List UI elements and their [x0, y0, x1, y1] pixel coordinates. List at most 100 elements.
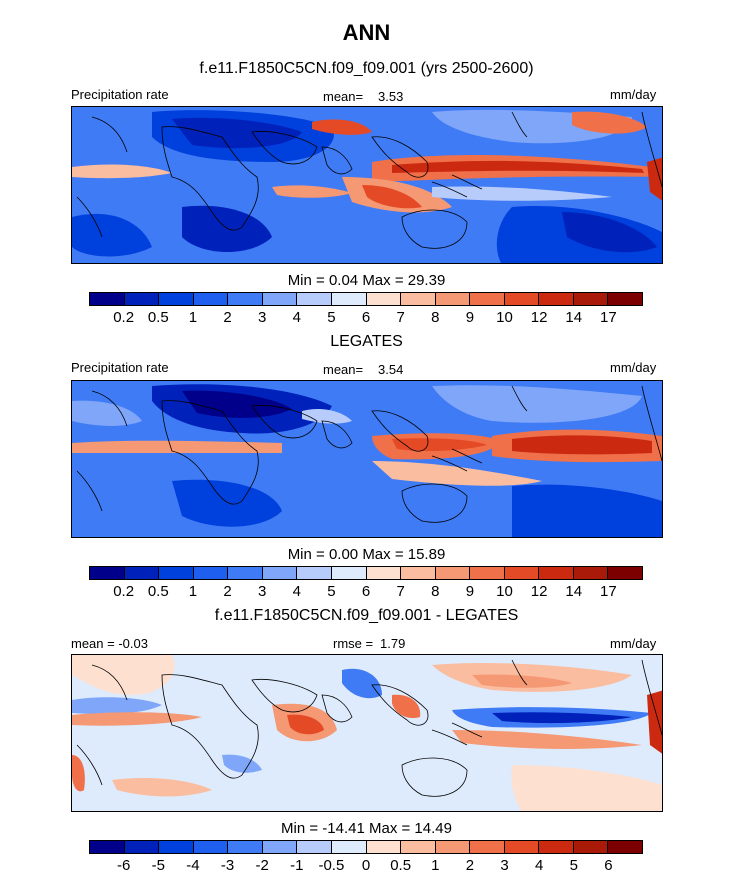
- colorbar-tick-label: 17: [600, 583, 617, 600]
- colorbar-swatch: [159, 841, 194, 853]
- colorbar-diff: [89, 840, 643, 854]
- colorbar-tick-label: 4: [292, 309, 301, 326]
- colorbar-tick-label: 12: [530, 583, 548, 600]
- panel-2-minmax: Min = 0.00 Max = 15.89: [287, 546, 446, 563]
- colorbar-swatch: [504, 567, 540, 579]
- colorbar-tick-label: 8: [431, 309, 440, 326]
- colorbar-tick-label: 12: [530, 309, 548, 326]
- colorbar-tick-label: 5: [327, 583, 336, 600]
- colorbar-swatch: [297, 567, 332, 579]
- colorbar-precip-1: [89, 292, 643, 306]
- colorbar-swatch: [435, 841, 471, 853]
- colorbar-tick-label: 7: [396, 309, 405, 326]
- colorbar-swatch: [435, 567, 471, 579]
- colorbar-swatch: [366, 293, 402, 305]
- figure-title: ANN: [342, 20, 391, 45]
- colorbar-swatch: [90, 293, 125, 305]
- colorbar-swatch: [297, 841, 332, 853]
- colorbar-tick-label: -0.5: [318, 857, 345, 874]
- panel-3-units: mm/day: [610, 636, 657, 651]
- colorbar-swatch: [228, 567, 263, 579]
- panel-1-map: [71, 106, 663, 264]
- colorbar-tick-label: 6: [361, 309, 371, 326]
- panel-2-map: [71, 380, 663, 538]
- colorbar-swatch: [228, 841, 263, 853]
- colorbar-swatch: [159, 293, 194, 305]
- colorbar-swatch: [470, 293, 505, 305]
- colorbar-swatch: [366, 567, 402, 579]
- colorbar-swatch: [297, 293, 332, 305]
- panel-1-minmax: Min = 0.04 Max = 29.39: [287, 272, 446, 289]
- colorbar-tick-label: 10: [496, 309, 513, 326]
- panel-2-units: mm/day: [610, 360, 657, 375]
- colorbar-tick-label: -3: [220, 857, 235, 874]
- panel-1-mean-value: 3.53: [378, 89, 404, 104]
- colorbar-tick-label: 17: [600, 309, 617, 326]
- panel-2-mean-label: mean=: [323, 362, 364, 377]
- colorbar-precip-2: [89, 566, 643, 580]
- colorbar-tick-label: 14: [565, 583, 583, 600]
- colorbar-swatch: [193, 841, 229, 853]
- panel-2-mean-value: 3.54: [378, 362, 404, 377]
- colorbar-swatch: [608, 293, 642, 305]
- colorbar-swatch: [124, 293, 160, 305]
- colorbar-tick-label: -4: [186, 857, 200, 874]
- colorbar-swatch: [401, 567, 436, 579]
- panel-3-rmse-value: 1.79: [380, 636, 406, 651]
- colorbar-tick-label: 0.2: [113, 309, 135, 326]
- colorbar-tick-label: 3: [257, 583, 267, 600]
- colorbar-swatch: [608, 841, 642, 853]
- colorbar-tick-label: 6: [361, 583, 371, 600]
- colorbar-swatch: [401, 841, 436, 853]
- colorbar-swatch: [608, 567, 642, 579]
- colorbar-tick-label: 10: [496, 583, 513, 600]
- colorbar-tick-label: 0.5: [147, 583, 169, 600]
- colorbar-tick-label: 9: [465, 309, 475, 326]
- colorbar-tick-label: 1: [188, 583, 198, 600]
- panel-1-title: f.e11.F1850C5CN.f09_f09.001 (yrs 2500-26…: [199, 60, 534, 77]
- colorbar-tick-label: 2: [223, 309, 232, 326]
- colorbar-swatch: [366, 841, 402, 853]
- colorbar-swatch: [539, 293, 574, 305]
- colorbar-swatch: [470, 567, 505, 579]
- panel-2-variable-label: Precipitation rate: [71, 360, 169, 375]
- panel-3-title: f.e11.F1850C5CN.f09_f09.001 - LEGATES: [214, 607, 519, 624]
- colorbar-tick-label: 0.2: [113, 583, 135, 600]
- colorbar-tick-label: 0: [361, 857, 371, 874]
- panel-2-title: LEGATES: [330, 333, 403, 350]
- colorbar-tick-label: 1: [188, 309, 198, 326]
- colorbar-tick-label: 6: [604, 857, 613, 874]
- colorbar-swatch: [470, 841, 505, 853]
- colorbar-tick-label: 1: [431, 857, 440, 874]
- colorbar-tick-label: 0.5: [147, 309, 169, 326]
- colorbar-swatch: [262, 293, 298, 305]
- colorbar-tick-label: 14: [565, 309, 583, 326]
- colorbar-swatch: [573, 293, 609, 305]
- panel-1-mean-label: mean=: [323, 89, 364, 104]
- colorbar-swatch: [401, 293, 436, 305]
- colorbar-swatch: [124, 567, 160, 579]
- colorbar-swatch: [262, 841, 298, 853]
- colorbar-tick-label: 2: [465, 857, 475, 874]
- colorbar-swatch: [539, 567, 574, 579]
- colorbar-tick-label: -1: [290, 857, 304, 874]
- colorbar-tick-label: 8: [431, 583, 440, 600]
- colorbar-tick-label: -6: [116, 857, 131, 874]
- colorbar-swatch: [90, 567, 125, 579]
- colorbar-tick-label: -5: [151, 857, 165, 874]
- colorbar-swatch: [159, 567, 194, 579]
- colorbar-swatch: [504, 841, 540, 853]
- colorbar-tick-label: 9: [465, 583, 475, 600]
- colorbar-tick-label: 3: [500, 857, 509, 874]
- colorbar-swatch: [504, 293, 540, 305]
- colorbar-tick-label: 2: [223, 583, 232, 600]
- colorbar-swatch: [435, 293, 471, 305]
- colorbar-tick-label: 0.5: [390, 857, 412, 874]
- colorbar-tick-label: 7: [396, 583, 405, 600]
- colorbar-swatch: [262, 567, 298, 579]
- colorbar-tick-label: 5: [327, 309, 336, 326]
- colorbar-tick-label: 4: [292, 583, 301, 600]
- colorbar-swatch: [90, 841, 125, 853]
- colorbar-swatch: [331, 841, 367, 853]
- colorbar-tick-label: -2: [255, 857, 269, 874]
